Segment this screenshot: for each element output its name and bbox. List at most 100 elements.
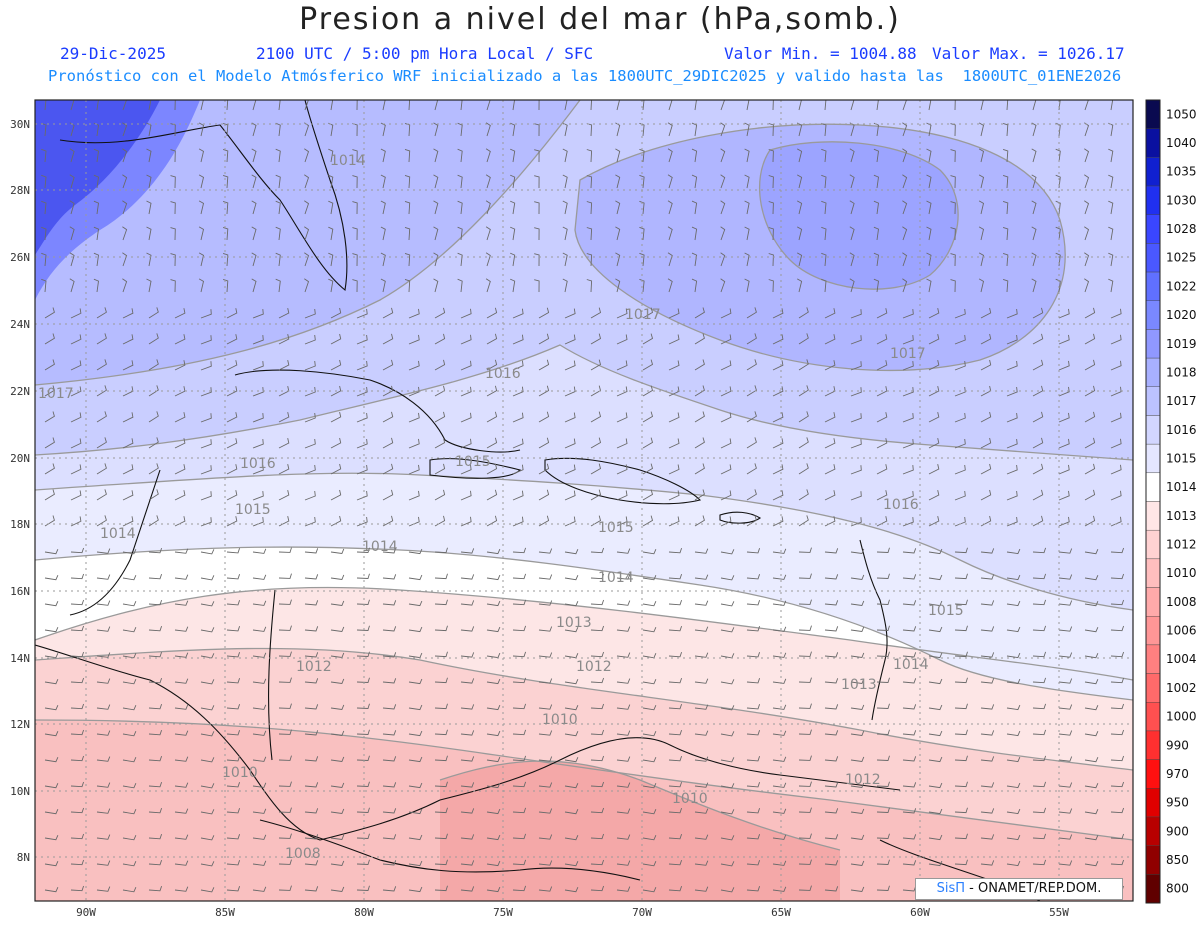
min-value: Valor Min. = 1004.88 <box>724 44 917 63</box>
colorbar-label: 1030 <box>1166 193 1197 207</box>
contour-label: 1010 <box>222 765 258 781</box>
colorbar-swatch <box>1145 616 1161 646</box>
contour-label: 1013 <box>841 677 877 693</box>
contour-label: 1012 <box>845 772 881 788</box>
colorbar-label: 990 <box>1166 738 1189 752</box>
isobars <box>35 100 1133 851</box>
colorbar-swatch <box>1145 788 1161 818</box>
colorbar-label: 1002 <box>1166 681 1197 695</box>
colorbar-label: 1022 <box>1166 279 1197 293</box>
contour-label: 1015 <box>928 603 964 619</box>
colorbar-swatch <box>1145 673 1161 703</box>
colorbar-label: 850 <box>1166 853 1189 867</box>
lat-label: 30N <box>10 118 30 131</box>
colorbar-label: 1012 <box>1166 538 1197 552</box>
sispi-logo: SisΠ <box>936 881 966 896</box>
contour-label: 1017 <box>625 307 661 323</box>
colorbar-swatch <box>1145 644 1161 674</box>
colorbar-label: 900 <box>1166 824 1189 838</box>
colorbar-swatch <box>1145 845 1161 875</box>
contour-label: 1015 <box>235 502 271 518</box>
lat-label: 12N <box>10 718 30 731</box>
colorbar-swatch <box>1145 128 1161 158</box>
lon-label: 70W <box>632 906 652 919</box>
colorbar-label: 1010 <box>1166 566 1197 580</box>
contour-label: 1015 <box>455 454 491 470</box>
colorbar-swatch <box>1145 185 1161 215</box>
map-frame <box>34 99 1134 902</box>
contour-label: 1016 <box>240 456 276 472</box>
lon-label: 85W <box>215 906 235 919</box>
colorbar-swatch <box>1145 472 1161 502</box>
colorbar-swatch <box>1145 529 1161 560</box>
contour-label: 1015 <box>598 520 634 536</box>
colorbar-label: 1040 <box>1166 136 1197 150</box>
max-value: Valor Max. = 1026.17 <box>932 44 1125 63</box>
lon-label: 75W <box>493 906 513 919</box>
colorbar-swatch <box>1145 99 1161 129</box>
contour-label: 1014 <box>893 657 929 673</box>
contour-label: 1014 <box>598 570 634 586</box>
colorbar-label: 1016 <box>1166 423 1197 437</box>
colorbar-swatch <box>1145 214 1161 244</box>
colorbar-swatch <box>1145 874 1161 904</box>
colorbar-swatch <box>1145 587 1161 617</box>
map-field: 1014 1017 1017 1016 1017 1016 1015 1015 … <box>35 100 1133 901</box>
colorbar-swatch <box>1145 702 1161 732</box>
contour-label: 1010 <box>672 791 708 807</box>
colorbar-swatch <box>1145 501 1161 531</box>
wind-barb-field <box>41 100 1125 893</box>
colorbar-label: 970 <box>1166 767 1189 781</box>
colorbar-swatch <box>1145 759 1161 789</box>
colorbar-label: 1019 <box>1166 337 1197 351</box>
colorbar-label: 1000 <box>1166 710 1197 724</box>
colorbar-label: 1006 <box>1166 624 1197 638</box>
contour-label: 1010 <box>542 712 578 728</box>
field-1018 <box>759 141 959 290</box>
contour-label: 1008 <box>285 846 321 862</box>
contour-label: 1014 <box>330 153 366 169</box>
colorbar-swatch <box>1145 271 1161 301</box>
colorbar-swatch <box>1145 415 1161 445</box>
colorbar-swatch <box>1145 157 1161 187</box>
lat-label: 22N <box>10 385 30 398</box>
colorbar-swatch <box>1145 558 1161 588</box>
coastlines <box>35 100 1041 901</box>
grid <box>35 100 1133 901</box>
colorbar-label: 1020 <box>1166 308 1197 322</box>
colorbar-label: 1014 <box>1166 480 1197 494</box>
colorbar-swatch <box>1145 816 1161 846</box>
colorbar-label: 1050 <box>1166 107 1197 121</box>
lat-label: 24N <box>10 318 30 331</box>
colorbar-label: 950 <box>1166 796 1189 810</box>
forecast-date: 29-Dic-2025 <box>60 44 166 63</box>
lon-label: 55W <box>1049 906 1069 919</box>
lat-label: 18N <box>10 518 30 531</box>
contour-label: 1014 <box>362 539 398 555</box>
field-1017-west <box>35 100 580 385</box>
lat-label: 20N <box>10 452 30 465</box>
colorbar-label: 1017 <box>1166 394 1197 408</box>
colorbar-swatch <box>1145 357 1161 387</box>
colorbar-swatch <box>1145 243 1161 273</box>
contour-label: 1016 <box>485 366 521 382</box>
colorbar-label: 1008 <box>1166 595 1197 609</box>
colorbar-label: 1035 <box>1166 165 1197 179</box>
field-1008 <box>440 761 840 901</box>
contour-labels: 1014 1017 1017 1016 1017 1016 1015 1015 … <box>38 153 964 862</box>
contour-label: 1017 <box>890 346 926 362</box>
forecast-subtitle: Pronóstico con el Modelo Atmósferico WRF… <box>48 67 1122 85</box>
wind-barbs <box>41 100 1125 893</box>
colorbar-label: 1018 <box>1166 365 1197 379</box>
lon-label: 80W <box>354 906 374 919</box>
colorbar-label: 1013 <box>1166 509 1197 523</box>
lat-label: 14N <box>10 652 30 665</box>
colorbar-swatch <box>1145 300 1161 330</box>
lat-label: 8N <box>17 851 30 864</box>
lat-label: 16N <box>10 585 30 598</box>
credit-org: - ONAMET/REP.DOM. <box>965 881 1102 896</box>
lon-label: 90W <box>76 906 96 919</box>
contour-label: 1013 <box>556 615 592 631</box>
credit-box: SisΠ - ONAMET/REP.DOM. <box>915 878 1123 900</box>
forecast-time: 2100 UTC / 5:00 pm Hora Local / SFC <box>256 44 594 63</box>
